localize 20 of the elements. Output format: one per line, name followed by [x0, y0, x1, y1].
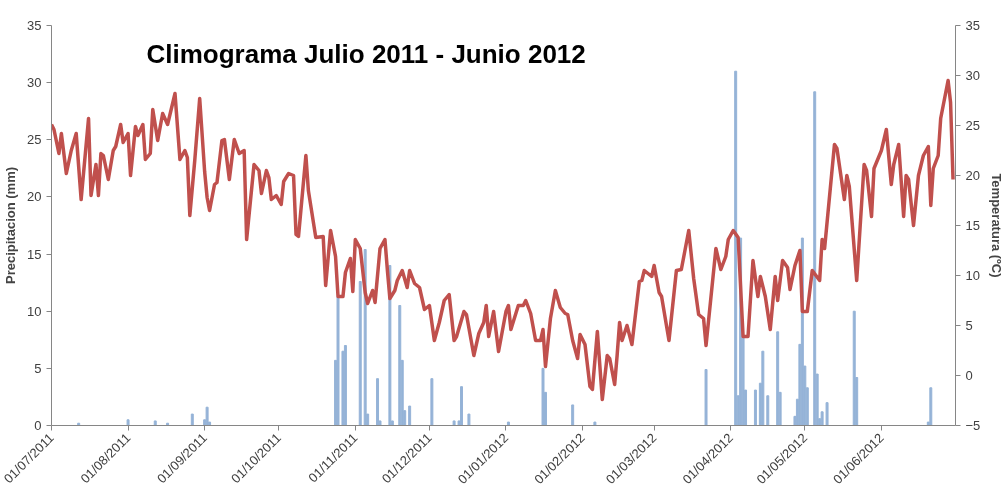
y2-tick-label: 30 — [965, 68, 980, 83]
y2-tick-label: 35 — [965, 18, 980, 33]
y-tick-label: 5 — [34, 360, 42, 376]
y2-tick-label: 0 — [965, 368, 973, 383]
y-axis-title: Precipitacion (mm) — [3, 166, 19, 285]
y-tick-label: 10 — [27, 303, 42, 319]
y-tick-label: 20 — [27, 189, 42, 205]
y-tick-label: 35 — [27, 18, 42, 33]
y2-tick-label: 25 — [965, 118, 980, 133]
y-tick-label: 25 — [27, 132, 42, 148]
y2-tick-label: 15 — [965, 218, 980, 233]
y-tick-label: 0 — [34, 418, 42, 433]
y-tick-label: 30 — [27, 75, 42, 91]
y2-tick-label: 5 — [965, 318, 973, 333]
y2-tick-label: −5 — [965, 418, 981, 433]
y2-tick-label: 20 — [965, 168, 980, 183]
y2-axis-title: Temperatura (ºC) — [989, 173, 1005, 278]
y2-tick-label: 10 — [965, 268, 980, 283]
text: Climograma Julio 2011 - Junio 2012 — [146, 38, 586, 69]
y-tick-label: 15 — [27, 246, 42, 262]
